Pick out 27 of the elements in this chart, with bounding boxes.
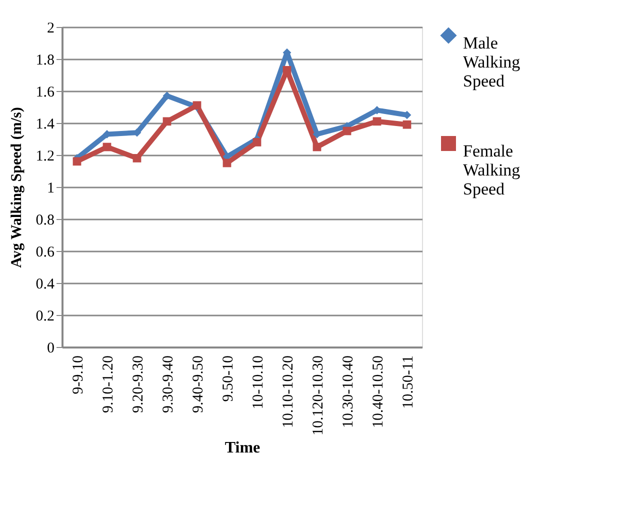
y-axis-title: Avg Walking Speed (m/s) — [8, 107, 25, 268]
y-tick-label: 0.2 — [36, 308, 54, 324]
y-tick-label: 2 — [47, 20, 54, 36]
y-tick-label: 1.8 — [36, 52, 54, 68]
y-tick-label: 0 — [47, 340, 54, 356]
x-tick-label: 10.30-10.40 — [340, 356, 356, 428]
legend-label: Female Walking Speed — [463, 142, 521, 198]
x-tick-label: 9-9.10 — [70, 356, 86, 394]
x-tick-label: 10.40-10.50 — [370, 356, 386, 428]
legend-label: Male Walking Speed — [463, 34, 521, 90]
x-tick-label: 10.120-10.30 — [310, 356, 326, 436]
y-tick-label: 1.4 — [36, 116, 55, 132]
y-tick-label: 1.2 — [36, 148, 54, 164]
x-tick-label: 9.40-9.50 — [190, 356, 206, 413]
x-tick-label: 10.50-11 — [400, 356, 416, 409]
x-tick-label: 9.10-1.20 — [100, 356, 116, 413]
y-tick-label: 0.4 — [36, 276, 55, 292]
x-axis-title: Time — [224, 439, 260, 456]
x-tick-label: 10.10-10.20 — [280, 356, 296, 428]
y-tick-label: 1 — [47, 180, 54, 196]
x-tick-label: 9.50-10 — [220, 356, 236, 402]
x-tick-label: 9.30-9.40 — [160, 356, 176, 413]
x-tick-label: 9.20-9.30 — [130, 356, 146, 413]
y-tick-label: 0.6 — [36, 244, 55, 260]
y-tick-label: 1.6 — [36, 84, 55, 100]
x-tick-label: 10-10.10 — [250, 356, 266, 410]
y-tick-label: 0.8 — [36, 212, 54, 228]
